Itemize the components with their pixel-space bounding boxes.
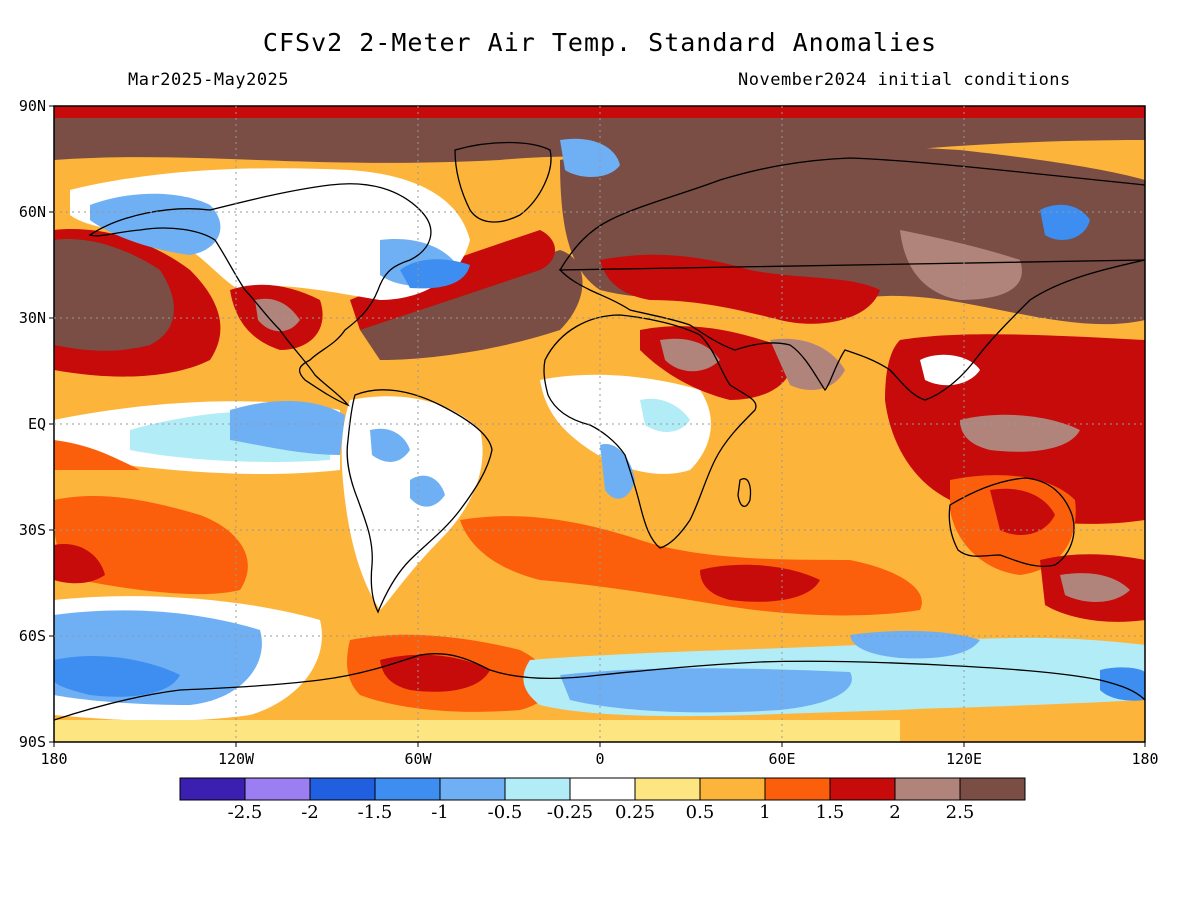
- anomaly-region: [380, 654, 490, 692]
- anomaly-region: [370, 428, 410, 462]
- colorbar-tick-label: -1: [431, 802, 449, 823]
- anomaly-region: [360, 250, 583, 360]
- anomaly-region: [410, 475, 445, 507]
- lon-label-180w: 180: [40, 750, 68, 768]
- coastline-antarctica: [54, 653, 1145, 721]
- colorbar: [179, 777, 1026, 801]
- lon-label-120e: 120E: [945, 750, 983, 768]
- colorbar-swatch: [374, 777, 441, 801]
- anomaly-region: [255, 298, 300, 332]
- graticule: [54, 106, 1145, 742]
- anomaly-region: [1040, 204, 1090, 240]
- colorbar-tick-label: 0.5: [685, 802, 715, 823]
- anomaly-region: [900, 230, 1022, 300]
- anomaly-region: [850, 630, 980, 659]
- anomaly-region: [990, 488, 1055, 535]
- colorbar-swatch: [309, 777, 376, 801]
- anomaly-region: [230, 400, 345, 455]
- lat-label-90s: 90S: [18, 733, 46, 751]
- anomaly-region: [660, 338, 720, 372]
- colorbar-tick-label: -2.5: [227, 802, 263, 823]
- anomaly-region: [900, 707, 1145, 742]
- coastline-africa: [543, 314, 757, 549]
- coastline-australia: [948, 477, 1075, 567]
- lat-label-30n: 30N: [18, 309, 46, 327]
- anomaly-region: [1060, 573, 1130, 602]
- colorbar-tick-label: 1.5: [815, 802, 845, 823]
- colorbar-swatch: [569, 777, 636, 801]
- anomaly-region: [700, 564, 820, 602]
- lon-label-180e: 180: [1131, 750, 1159, 768]
- colorbar-swatch: [634, 777, 701, 801]
- colorbar-tick-label: -2: [301, 802, 319, 823]
- anomaly-region: [54, 239, 174, 351]
- colorbar-swatch: [829, 777, 896, 801]
- anomaly-region: [54, 440, 140, 470]
- colorbar-swatch: [699, 777, 766, 801]
- lon-label-0: 0: [595, 750, 605, 768]
- colorbar-swatch: [504, 777, 571, 801]
- lat-label-60n: 60N: [18, 203, 46, 221]
- colorbar-swatch: [894, 777, 961, 801]
- colorbar-swatch: [439, 777, 506, 801]
- colorbar-tick-label: -0.5: [487, 802, 523, 823]
- coastline-south-america: [346, 389, 493, 614]
- map-title: CFSv2 2-Meter Air Temp. Standard Anomali…: [262, 28, 938, 57]
- colorbar-swatch: [959, 777, 1026, 801]
- colorbar-swatch: [179, 777, 246, 801]
- forecast-period: Mar2025-May2025: [128, 70, 290, 90]
- colorbar-swatch: [244, 777, 311, 801]
- anomaly-region: [920, 354, 980, 386]
- coastline-madagascar: [737, 478, 752, 507]
- initial-conditions: November2024 initial conditions: [738, 70, 1071, 90]
- coastline-north-america: [88, 183, 432, 407]
- colorbar-tick-label: -0.25: [546, 802, 594, 823]
- lon-label-60e: 60E: [768, 750, 796, 768]
- anomaly-region: [560, 668, 852, 713]
- anomaly-region: [560, 138, 620, 177]
- colorbar-tick-label: 2: [889, 802, 901, 823]
- colorbar-tick-label: 0.25: [614, 802, 656, 823]
- colorbar-tick-label: -1.5: [357, 802, 393, 823]
- colorbar-tick-label: 1: [759, 802, 771, 823]
- lat-label-60s: 60S: [18, 627, 46, 645]
- lon-label-120w: 120W: [217, 750, 255, 768]
- colorbar-swatch: [764, 777, 831, 801]
- lon-label-60w: 60W: [404, 750, 432, 768]
- colorbar-tick-label: 2.5: [945, 802, 975, 823]
- coastline-eurasia: [558, 157, 1145, 401]
- anomaly-region: [54, 655, 180, 697]
- lat-label-90n: 90N: [18, 97, 46, 115]
- lat-label-30s: 30S: [18, 521, 46, 539]
- anomaly-region: [770, 338, 845, 390]
- anomaly-region: [600, 254, 880, 324]
- anomaly-region: [54, 544, 105, 584]
- anomaly-region: [640, 398, 690, 432]
- tick-marks: [49, 105, 1146, 747]
- lat-label-eq: EQ: [27, 415, 46, 433]
